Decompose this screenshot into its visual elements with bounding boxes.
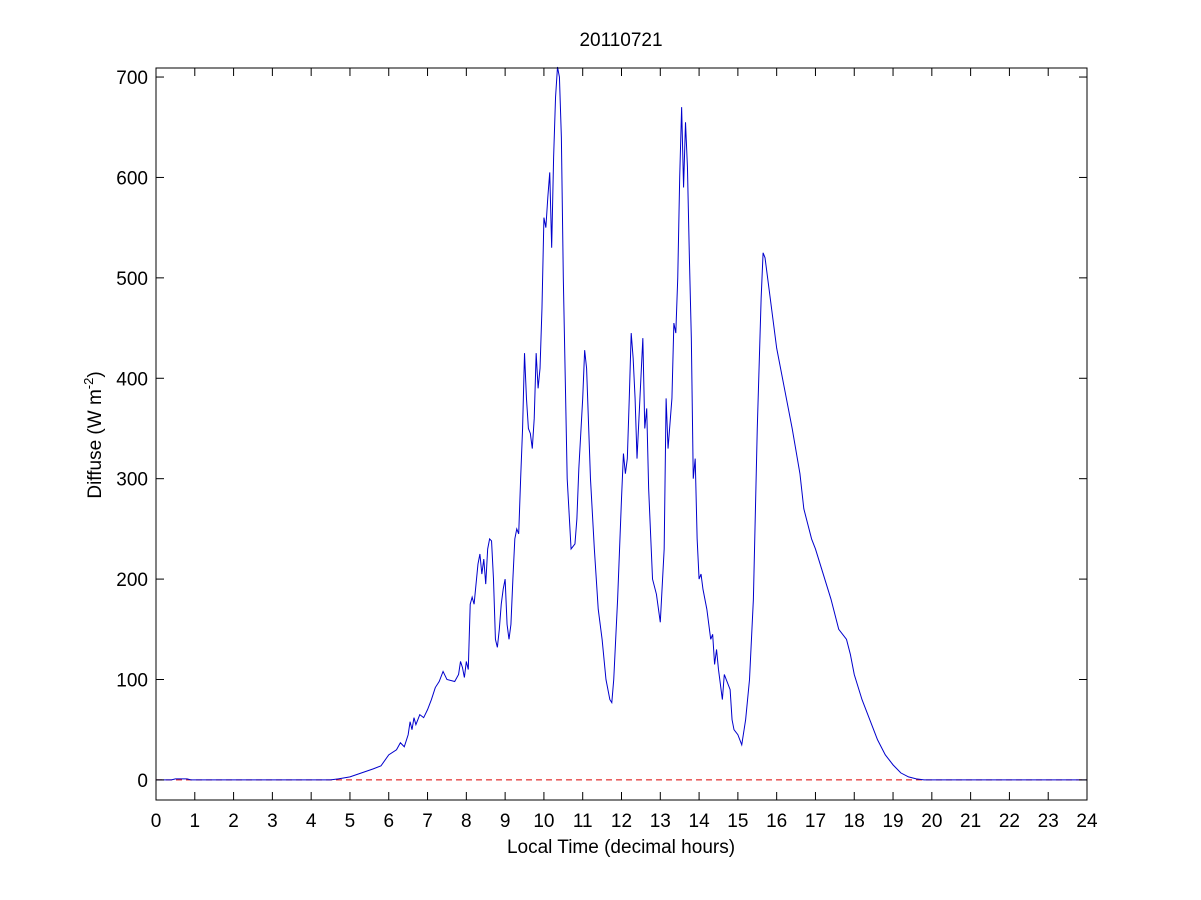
x-tick-label: 24 [1076,811,1098,832]
x-tick-label: 5 [345,811,356,832]
y-axis-label-exponent: -2 [81,378,96,390]
y-tick-label: 700 [116,68,148,89]
x-tick-label: 11 [573,811,593,832]
x-tick-label: 18 [844,811,865,832]
x-tick-label: 21 [960,811,981,832]
y-tick-label: 100 [116,671,148,692]
x-axis-label: Local Time (decimal hours) [507,837,735,858]
chart-title: 20110721 [579,30,662,51]
x-tick-label: 4 [306,811,317,832]
x-tick-label: 7 [422,811,433,832]
x-tick-label: 2 [228,811,239,832]
x-tick-label: 12 [611,811,632,832]
x-tick-label: 13 [650,811,671,832]
y-tick-label: 500 [116,269,148,290]
y-tick-label: 400 [116,369,148,390]
data-line [156,66,1087,781]
y-axis-label-end: ) [85,371,106,377]
x-tick-label: 23 [1038,811,1059,832]
y-tick-label: 200 [116,570,148,591]
x-tick-label: 15 [727,811,748,832]
x-tick-label: 8 [461,811,472,832]
x-tick-label: 10 [533,811,554,832]
y-axis-label: Diffuse (W m-2) [81,371,106,498]
x-tick-label: 6 [383,811,394,832]
x-tick-label: 22 [999,811,1020,832]
x-tick-label: 3 [267,811,278,832]
y-tick-label: 0 [137,771,148,792]
y-tick-label: 600 [116,168,148,189]
x-tick-label: 17 [805,811,826,832]
x-tick-label: 14 [689,811,711,832]
x-tick-label: 19 [882,811,903,832]
x-tick-label: 16 [766,811,787,832]
y-tick-label: 300 [116,470,148,491]
x-tick-label: 0 [151,811,162,832]
x-tick-label: 1 [190,811,201,832]
y-axis-label-text: Diffuse (W m [85,389,106,498]
x-tick-label: 20 [921,811,942,832]
x-tick-label: 9 [500,811,511,832]
